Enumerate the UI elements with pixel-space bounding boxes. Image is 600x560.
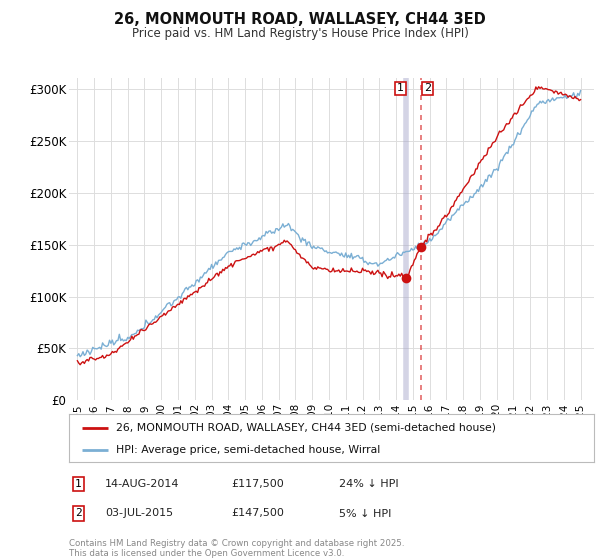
Text: £117,500: £117,500	[231, 479, 284, 489]
Text: 2: 2	[75, 508, 82, 519]
Text: Contains HM Land Registry data © Crown copyright and database right 2025.
This d: Contains HM Land Registry data © Crown c…	[69, 539, 404, 558]
Text: 1: 1	[397, 83, 404, 93]
Text: 03-JUL-2015: 03-JUL-2015	[105, 508, 173, 519]
Text: 1: 1	[75, 479, 82, 489]
Text: 26, MONMOUTH ROAD, WALLASEY, CH44 3ED (semi-detached house): 26, MONMOUTH ROAD, WALLASEY, CH44 3ED (s…	[116, 423, 496, 433]
Text: 24% ↓ HPI: 24% ↓ HPI	[339, 479, 398, 489]
Text: £147,500: £147,500	[231, 508, 284, 519]
Text: 2: 2	[424, 83, 431, 93]
Text: 5% ↓ HPI: 5% ↓ HPI	[339, 508, 391, 519]
Text: Price paid vs. HM Land Registry's House Price Index (HPI): Price paid vs. HM Land Registry's House …	[131, 27, 469, 40]
Text: 14-AUG-2014: 14-AUG-2014	[105, 479, 179, 489]
Text: 26, MONMOUTH ROAD, WALLASEY, CH44 3ED: 26, MONMOUTH ROAD, WALLASEY, CH44 3ED	[114, 12, 486, 27]
Text: HPI: Average price, semi-detached house, Wirral: HPI: Average price, semi-detached house,…	[116, 445, 380, 455]
